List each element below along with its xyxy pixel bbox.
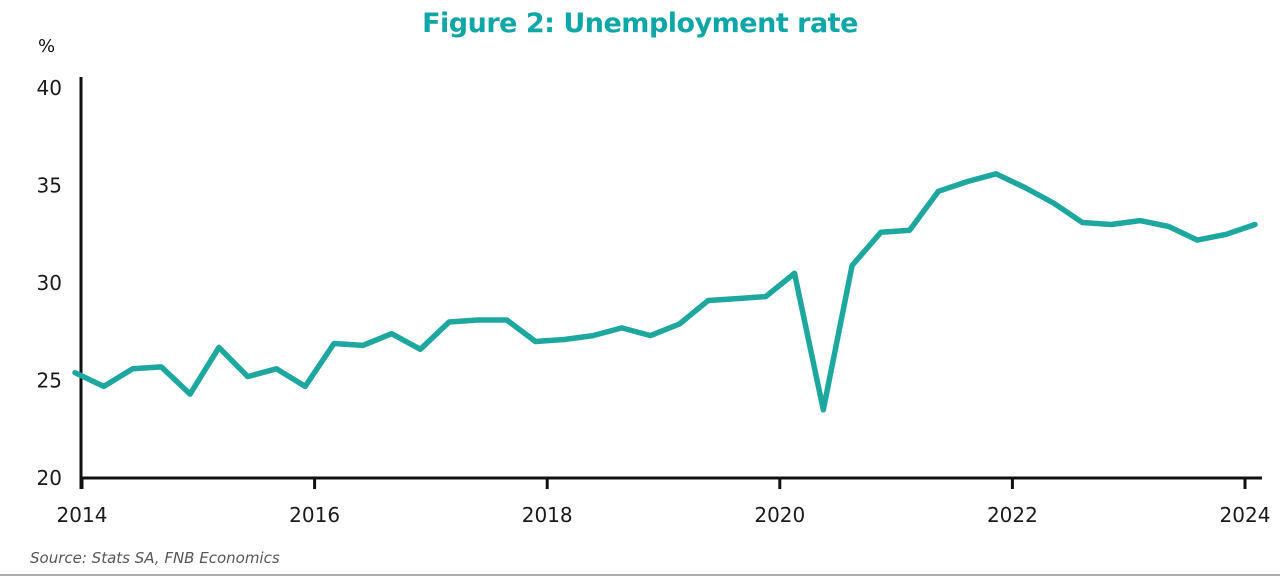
x-tick-label-2024: 2024 — [1220, 503, 1271, 527]
unemployment-rate-line — [72, 171, 1258, 413]
y-axis-unit-label: % — [38, 36, 56, 57]
x-tick-label-2020: 2020 — [754, 503, 805, 527]
x-tick-label-2022: 2022 — [987, 503, 1038, 527]
y-tick-label-30: 30 — [37, 271, 62, 295]
x-tick-label-2014: 2014 — [57, 503, 108, 527]
y-tick-label-35: 35 — [37, 174, 62, 198]
y-axis-tick-labels: 40 35 30 25 20 — [37, 76, 62, 490]
y-tick-label-40: 40 — [37, 76, 62, 100]
y-tick-label-20: 20 — [37, 466, 62, 490]
bottom-divider-line — [0, 574, 1280, 576]
x-axis-tick-marks — [80, 478, 1247, 489]
source-note: Source: Stats SA, FNB Economics — [30, 549, 280, 567]
y-tick-label-25: 25 — [37, 369, 62, 393]
x-tick-label-2018: 2018 — [522, 503, 573, 527]
chart-title: Figure 2: Unemployment rate — [422, 8, 858, 39]
axis-lines — [79, 77, 1262, 489]
x-tick-label-2016: 2016 — [289, 503, 340, 527]
x-axis-tick-labels: 2014 2016 2018 2020 2022 2024 — [57, 503, 1271, 527]
